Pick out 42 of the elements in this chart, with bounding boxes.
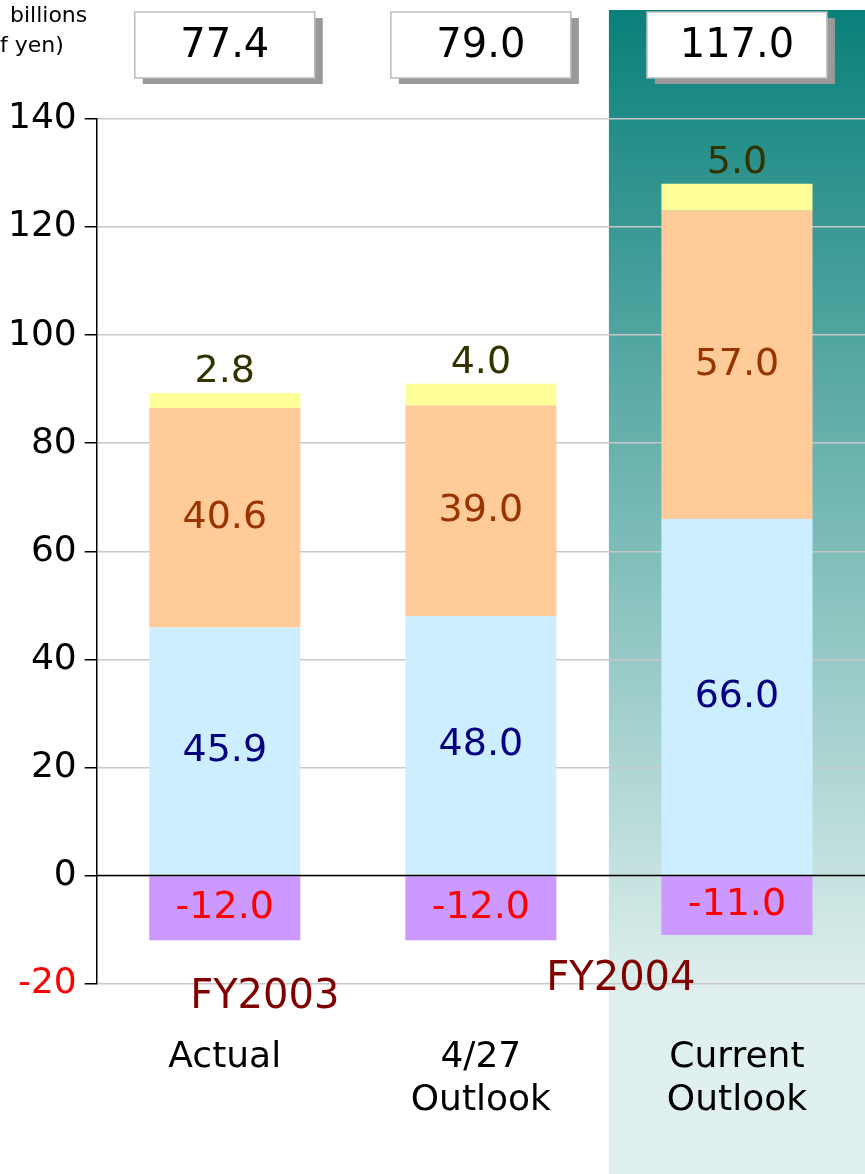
annotation: FY2003 <box>190 970 340 1017</box>
bar <box>661 518 813 875</box>
text: 117.0 <box>679 20 795 67</box>
y-tick-label: 140 <box>7 95 77 137</box>
data-label: 4.0 <box>450 337 512 382</box>
y-tick-label: 80 <box>30 419 77 461</box>
data-label: -12.0 <box>175 883 274 928</box>
bar <box>405 405 557 617</box>
y-tick-label: 0 <box>53 851 77 893</box>
data-label: 45.9 <box>182 726 268 771</box>
y-tick-label: 120 <box>7 203 77 245</box>
bar <box>149 627 301 875</box>
bar <box>405 383 557 406</box>
x-tick-label: Current Outlook <box>666 1033 808 1118</box>
bar <box>661 876 813 935</box>
annotation: FY2004 <box>546 952 696 999</box>
bar <box>405 876 557 941</box>
bar <box>149 392 301 409</box>
bar <box>149 876 301 941</box>
data-label: 57.0 <box>694 339 780 384</box>
y-tick-label: -20 <box>17 959 77 1001</box>
x-tick-label: Actual <box>168 1033 282 1075</box>
data-label: 48.0 <box>438 720 524 765</box>
data-label: -11.0 <box>687 880 787 925</box>
x-tick-label: 4/27 Outlook <box>410 1033 552 1118</box>
y-axis-title: billions f yen) <box>0 1 88 57</box>
text: 77.4 <box>180 20 270 67</box>
y-tick-label: 60 <box>30 527 77 569</box>
text: 79.0 <box>436 20 526 67</box>
y-tick-label: 100 <box>7 311 77 353</box>
data-label: 39.0 <box>438 485 524 530</box>
y-tick-label: 40 <box>30 635 77 677</box>
data-label: 66.0 <box>694 671 780 716</box>
data-label: 2.8 <box>194 346 255 391</box>
data-label: -12.0 <box>431 883 531 928</box>
bar <box>149 408 301 628</box>
y-tick-label: 20 <box>30 743 77 785</box>
bar <box>661 210 813 519</box>
data-label: 40.6 <box>182 492 268 537</box>
bar <box>661 183 813 211</box>
bar <box>405 616 557 875</box>
data-label: 5.0 <box>706 137 768 182</box>
